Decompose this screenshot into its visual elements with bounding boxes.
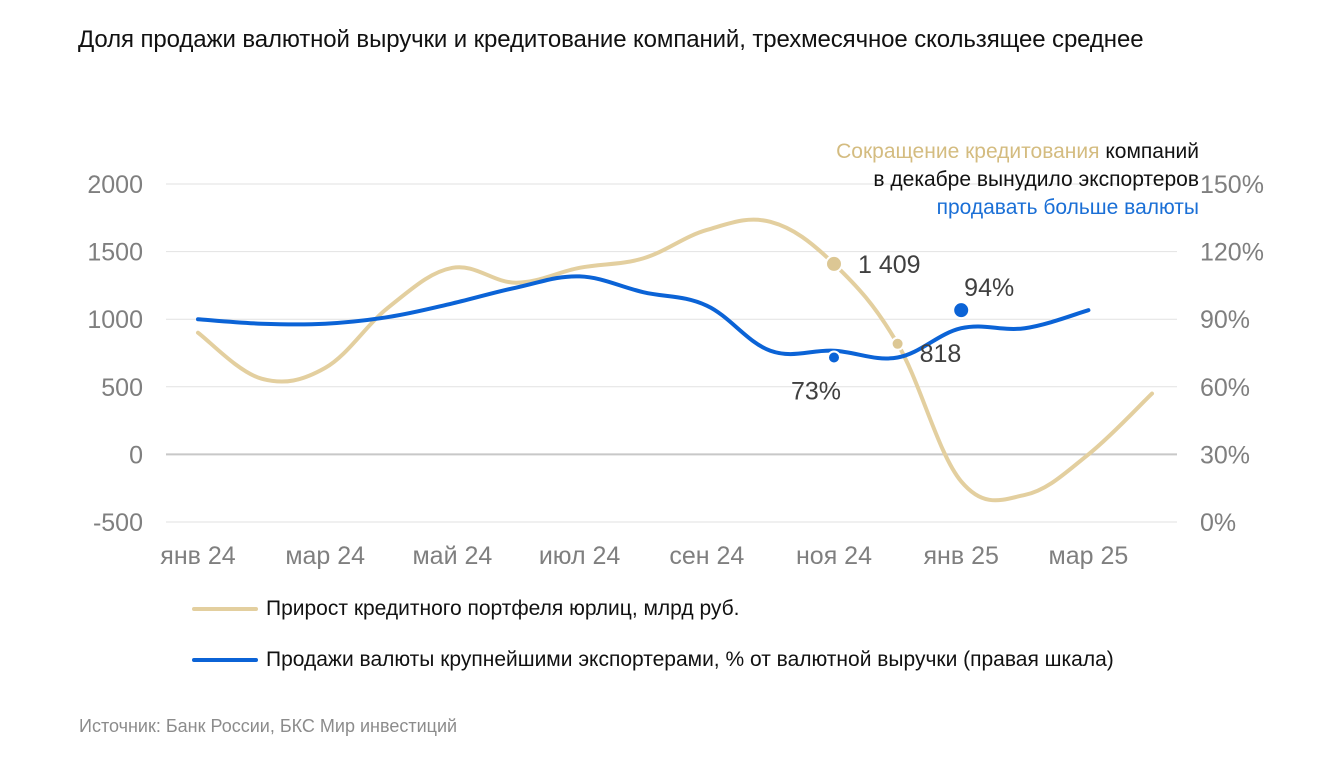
x-axis-tick-label: май 24	[412, 542, 492, 570]
left-axis-tick-label: 2000	[87, 171, 143, 199]
right-axis-tick-label: 90%	[1200, 306, 1250, 334]
x-axis-tick-label: мар 25	[1049, 542, 1129, 570]
right-axis-tick-label: 60%	[1200, 374, 1250, 402]
legend-label-credit: Прирост кредитного портфеля юрлиц, млрд …	[266, 597, 740, 620]
data-point-marker	[952, 301, 971, 320]
gridlines	[166, 183, 1177, 523]
left-axis-tick-label: 0	[129, 441, 143, 469]
legend-label-fx: Продажи валюты крупнейшими экспортерами,…	[266, 648, 1114, 671]
right-axis-tick-label: 30%	[1200, 441, 1250, 469]
x-axis-tick-label: янв 25	[924, 542, 999, 570]
annotation: Сокращение кредитования компаний в декаб…	[836, 138, 1199, 222]
left-axis-tick-label: 500	[101, 374, 143, 402]
chart-title: Доля продажи валютной выручки и кредитов…	[78, 26, 1144, 53]
data-point-marker	[890, 336, 905, 351]
legend-swatch-credit	[192, 607, 258, 611]
legend-item-fx: Продажи валюты крупнейшими экспортерами,…	[192, 648, 1114, 672]
data-point-marker	[827, 350, 841, 365]
right-axis-tick-label: 120%	[1200, 239, 1264, 267]
series-line-credit	[196, 217, 1154, 503]
annotation-highlight: Сокращение кредитования	[836, 140, 1100, 163]
series-line-fx-sales	[196, 274, 1091, 361]
left-axis-tick-label: -500	[93, 509, 143, 537]
left-axis-tick-label: 1000	[87, 306, 143, 334]
legend-item-credit: Прирост кредитного портфеля юрлиц, млрд …	[192, 597, 740, 621]
right-axis-tick-label: 150%	[1200, 171, 1264, 199]
x-axis-tick-label: сен 24	[669, 542, 744, 570]
legend-swatch-fx	[192, 658, 258, 662]
data-label: 1 409	[858, 251, 921, 279]
annotation-line2: в декабре вынудило экспортеров	[873, 168, 1199, 191]
right-axis-ticks: 150% 120% 90% 60% 30% 0%	[1200, 171, 1264, 537]
left-axis-tick-label: 1500	[87, 239, 143, 267]
data-label: 94%	[964, 274, 1014, 302]
data-labels: 1 409 818 73% 94%	[791, 251, 1014, 406]
left-axis-ticks: 2000 1500 1000 500 0 -500	[87, 171, 143, 537]
data-point-marker	[825, 254, 843, 273]
x-axis-tick-label: мар 24	[285, 542, 365, 570]
x-axis-tick-label: июл 24	[539, 542, 621, 570]
x-axis-tick-label: ноя 24	[796, 542, 872, 570]
x-axis-ticks: янв 24 мар 24 май 24 июл 24 сен 24 ноя 24 янв …	[160, 542, 1128, 570]
data-label: 818	[920, 340, 962, 368]
data-points	[825, 254, 971, 365]
data-label: 73%	[791, 378, 841, 406]
annotation-line1-rest: компаний	[1099, 140, 1199, 163]
source-note: Источник: Банк России, БКС Мир инвестици…	[79, 716, 458, 736]
annotation-line3: продавать больше валюты	[936, 196, 1199, 219]
right-axis-tick-label: 0%	[1200, 509, 1236, 537]
x-axis-tick-label: янв 24	[160, 542, 235, 570]
